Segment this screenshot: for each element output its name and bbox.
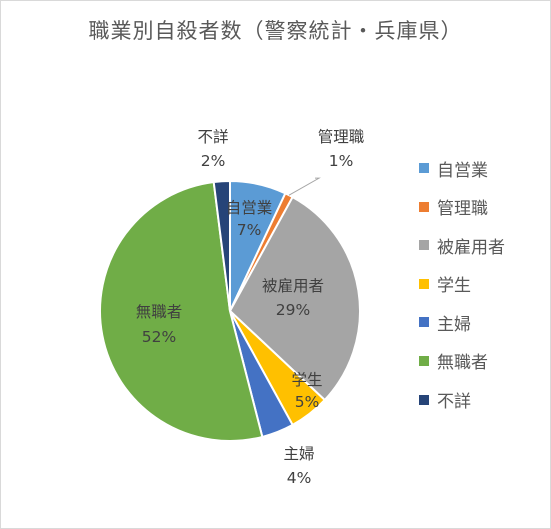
- slice-category-1: 管理職: [318, 128, 365, 146]
- slice-label-5: 無職者 52%: [136, 303, 183, 346]
- legend-item-6: 不詳: [419, 390, 505, 413]
- leader-lines: [288, 177, 321, 196]
- legend-label-2: 被雇用者: [437, 237, 505, 258]
- legend-swatch-4: [419, 317, 429, 328]
- legend-item-1: 管理職: [419, 197, 505, 220]
- legend-item-3: 学生: [419, 274, 505, 297]
- slice-percent-4: 4%: [287, 469, 312, 487]
- slice-category-0: 自営業: [226, 199, 273, 217]
- legend: 自営業管理職被雇用者学生主婦無職者不詳: [419, 158, 505, 428]
- legend-swatch-2: [419, 240, 429, 251]
- legend-swatch-5: [419, 355, 429, 366]
- slice-label-1: 管理職 1%: [318, 128, 365, 170]
- slice-category-4: 主婦: [283, 445, 314, 463]
- slice-percent-0: 7%: [237, 221, 262, 239]
- legend-label-0: 自営業: [437, 160, 488, 181]
- slice-label-2: 被雇用者 29%: [262, 277, 324, 319]
- slice-category-3: 学生: [291, 371, 322, 389]
- slice-category-6: 不詳: [197, 128, 228, 146]
- chart-title: 職業別自殺者数（警察統計・兵庫県）: [88, 19, 463, 43]
- pie-slice-6: [212, 179, 231, 312]
- legend-swatch-6: [419, 394, 429, 405]
- slice-percent-2: 29%: [276, 301, 310, 319]
- slice-label-3: 学生 5%: [291, 371, 322, 411]
- legend-swatch-3: [419, 278, 429, 289]
- legend-label-6: 不詳: [437, 392, 471, 413]
- slice-labels: 自営業 7% 管理職 1% 被雇用者 29% 学生 5% 主婦 4% 無職者 52% 不詳 2%: [136, 128, 365, 487]
- legend-swatch-1: [419, 201, 429, 212]
- legend-item-4: 主婦: [419, 312, 505, 335]
- leader-line-1: [288, 177, 321, 196]
- slice-percent-1: 1%: [329, 152, 354, 170]
- legend-label-3: 学生: [437, 276, 471, 297]
- legend-item-2: 被雇用者: [419, 235, 505, 258]
- legend-label-1: 管理職: [437, 199, 488, 220]
- slice-label-0: 自営業 7%: [226, 199, 273, 239]
- legend-item-0: 自営業: [419, 158, 505, 181]
- pie-slices: [99, 179, 361, 442]
- legend-item-5: 無職者: [419, 351, 505, 374]
- slice-category-2: 被雇用者: [262, 277, 324, 295]
- slice-category-5: 無職者: [136, 303, 183, 321]
- slice-percent-6: 2%: [201, 152, 226, 170]
- legend-swatch-0: [419, 163, 429, 173]
- slice-label-4: 主婦 4%: [283, 445, 314, 487]
- slice-label-6: 不詳 2%: [197, 128, 228, 170]
- slice-percent-5: 52%: [142, 328, 176, 346]
- slice-percent-3: 5%: [295, 393, 320, 411]
- legend-label-5: 無職者: [437, 353, 488, 374]
- legend-label-4: 主婦: [437, 314, 471, 335]
- pie-slice-2: [228, 195, 361, 402]
